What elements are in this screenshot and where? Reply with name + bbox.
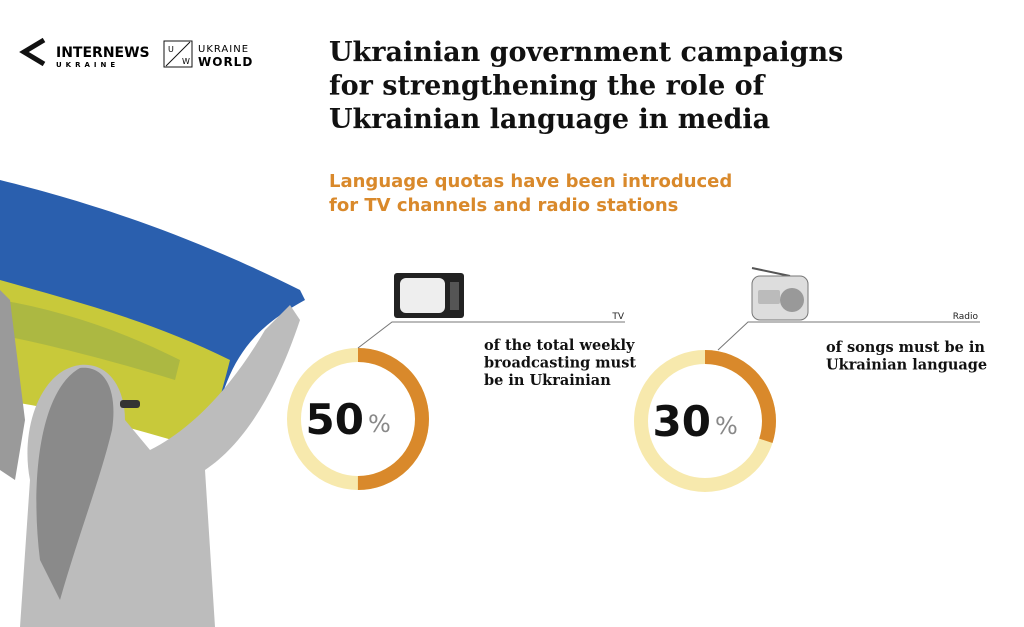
donut-value: 50 <box>306 395 364 444</box>
title-line: Ukrainian language in media <box>329 104 770 135</box>
internews-icon <box>19 37 46 67</box>
donut-unit: % <box>715 412 738 440</box>
subtitle-line: for TV channels and radio stations <box>329 195 678 216</box>
donut-value: 30 <box>653 397 711 446</box>
category-label: TV <box>611 312 624 322</box>
leader-line <box>357 321 625 349</box>
title-line: for strengthening the role of <box>329 71 767 102</box>
logo-subtext: UKRAINE <box>56 61 119 69</box>
uw-box <box>163 40 193 68</box>
donut-arc <box>634 350 776 492</box>
category-label: Radio <box>953 312 979 322</box>
donut-arc <box>287 348 429 490</box>
leader-line <box>717 321 980 351</box>
uw-letter: U <box>168 45 174 54</box>
description-line: Ukrainian language <box>826 357 987 374</box>
uw-slash <box>165 41 191 67</box>
logo-text: INTERNEWS <box>56 45 150 61</box>
donut-unit: % <box>368 410 391 438</box>
title-line: Ukrainian government campaigns <box>329 37 843 68</box>
illustration <box>0 180 305 627</box>
radio-icon <box>751 267 809 321</box>
logo-text: WORLD <box>198 55 253 69</box>
description-line: broadcasting must <box>484 355 636 372</box>
logo-text: UKRAINE <box>198 44 249 55</box>
description-line: of the total weekly <box>484 337 635 354</box>
description-line: be in Ukrainian <box>484 372 611 389</box>
tv-icon <box>394 273 464 318</box>
subtitle-line: Language quotas have been introduced <box>329 171 732 192</box>
description-line: of songs must be in <box>826 339 985 356</box>
uw-letter: W <box>182 57 190 66</box>
